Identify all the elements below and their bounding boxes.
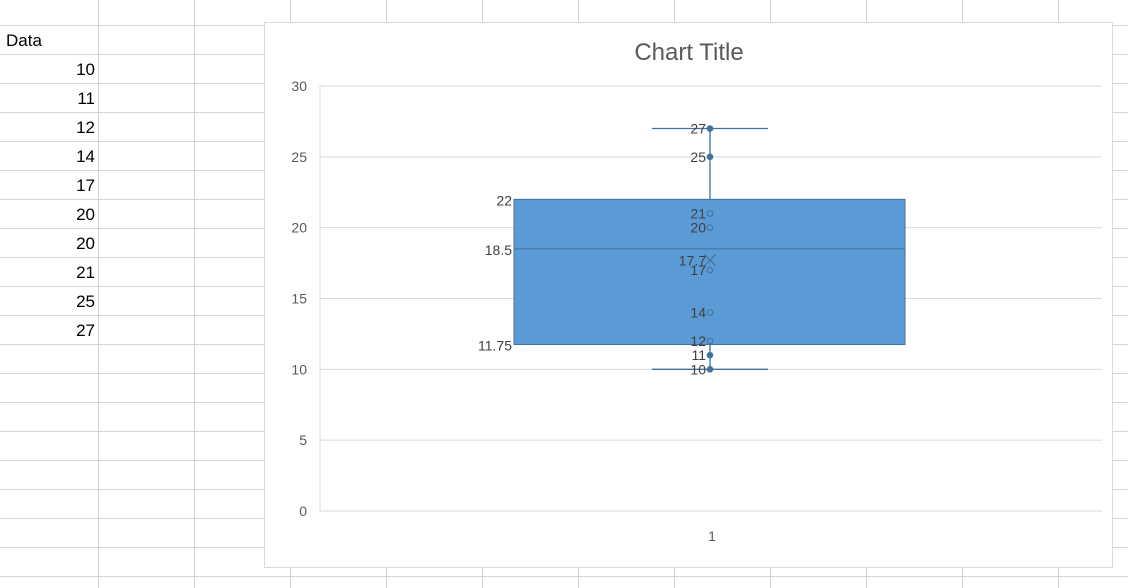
data-point-label: 10 bbox=[690, 361, 706, 377]
data-cell[interactable]: 20 bbox=[76, 234, 95, 253]
data-point[interactable] bbox=[706, 210, 714, 217]
y-tick-label: 25 bbox=[291, 149, 307, 165]
data-cell[interactable]: 20 bbox=[76, 205, 95, 224]
median-label: 18.5 bbox=[485, 242, 512, 258]
data-cell[interactable]: 27 bbox=[76, 321, 95, 340]
data-cell[interactable]: 25 bbox=[76, 292, 95, 311]
y-tick-label: 15 bbox=[291, 291, 307, 307]
box-plot-chart: Chart Title 0510152025301101112141720212… bbox=[291, 39, 1102, 544]
mean-label: 17.7 bbox=[679, 252, 706, 268]
data-point[interactable] bbox=[706, 351, 714, 359]
q3-label: 22 bbox=[496, 192, 512, 208]
y-tick-label: 20 bbox=[291, 220, 307, 236]
x-tick-label: 1 bbox=[708, 528, 716, 544]
data-point-label: 20 bbox=[690, 220, 706, 236]
y-tick-label: 30 bbox=[291, 78, 307, 94]
y-tick-label: 5 bbox=[299, 432, 307, 448]
data-cell[interactable]: 17 bbox=[76, 176, 95, 195]
data-point[interactable] bbox=[706, 309, 714, 316]
data-point[interactable] bbox=[706, 224, 714, 231]
mean-marker bbox=[703, 253, 717, 267]
data-point-label: 17 bbox=[690, 262, 706, 278]
data-point[interactable] bbox=[706, 337, 714, 345]
data-cell[interactable]: 11 bbox=[77, 89, 95, 108]
y-tick-label: 0 bbox=[299, 503, 307, 519]
y-tick-label: 10 bbox=[291, 361, 307, 377]
data-point[interactable] bbox=[706, 266, 714, 274]
data-point-label: 27 bbox=[690, 121, 706, 137]
q1-label: 11.75 bbox=[478, 338, 512, 354]
data-point[interactable] bbox=[706, 125, 714, 132]
data-cell[interactable]: 10 bbox=[76, 60, 95, 79]
data-point-label: 12 bbox=[690, 333, 706, 349]
data-cell[interactable]: 14 bbox=[76, 147, 95, 166]
data-point-label: 21 bbox=[690, 206, 706, 222]
data-point-label: 11 bbox=[691, 347, 706, 363]
data-point[interactable] bbox=[706, 153, 714, 161]
data-point-label: 14 bbox=[690, 305, 706, 321]
data-cell[interactable]: 21 bbox=[76, 263, 95, 282]
chart-area[interactable]: Chart Title 0 5 10 15 20 25 30 1 10 11 12 14 17 20 21 2… bbox=[264, 22, 1113, 568]
chart-title[interactable]: Chart Title bbox=[634, 39, 743, 66]
column-header-data[interactable]: Data bbox=[6, 31, 42, 50]
data-cell[interactable]: 12 bbox=[76, 118, 95, 137]
data-point[interactable] bbox=[706, 366, 714, 373]
data-point-label: 25 bbox=[690, 149, 706, 165]
